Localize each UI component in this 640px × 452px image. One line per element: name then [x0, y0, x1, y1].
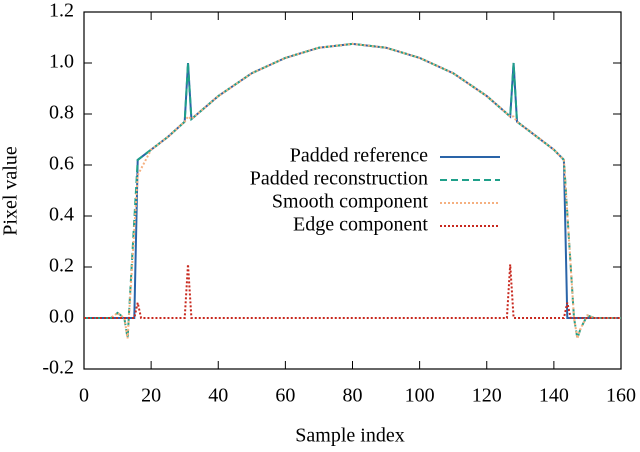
x-tick-label: 60 [275, 385, 295, 407]
x-tick-label: 40 [208, 385, 228, 407]
legend-label: Padded reference [290, 145, 428, 167]
y-tick-label: -0.2 [42, 357, 74, 379]
y-tick-label: 1.0 [49, 51, 74, 73]
x-tick-label: 120 [472, 385, 502, 407]
x-tick-label: 140 [539, 385, 569, 407]
series-line [84, 42, 621, 339]
x-axis-label: Sample index [295, 425, 404, 447]
y-tick-label: 0.2 [49, 255, 74, 277]
y-tick-label: 0.0 [49, 306, 74, 328]
x-tick-label: 20 [141, 385, 161, 407]
x-tick-label: 100 [405, 385, 435, 407]
x-tick-label: 80 [343, 385, 363, 407]
y-tick-label: 1.2 [49, 0, 74, 22]
series-line [84, 264, 621, 319]
legend-label: Smooth component [272, 191, 429, 213]
x-tick-label: 0 [79, 385, 89, 407]
legend-label: Padded reconstruction [250, 168, 428, 190]
legend-label: Edge component [293, 214, 428, 236]
y-axis-label: Pixel value [0, 146, 22, 236]
y-tick-label: 0.6 [49, 153, 74, 175]
x-tick-label: 160 [606, 385, 636, 407]
y-tick-label: 0.8 [49, 102, 74, 124]
y-tick-label: 0.4 [49, 204, 74, 226]
plot-frame [83, 11, 622, 370]
